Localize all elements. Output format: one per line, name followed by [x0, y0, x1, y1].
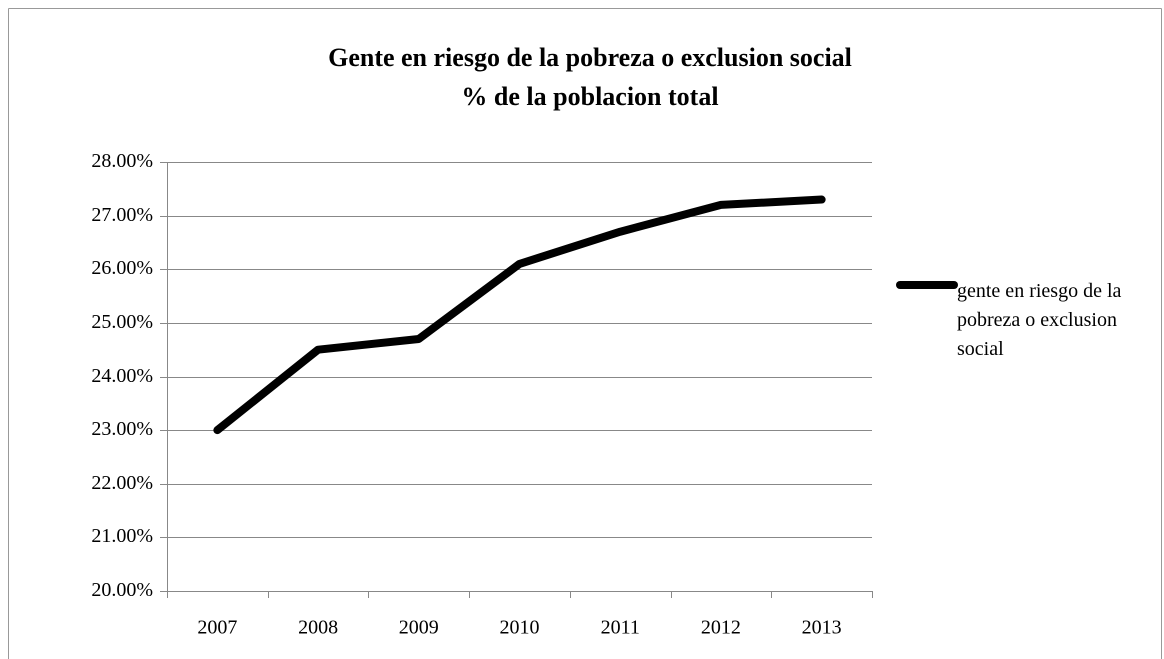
x-tick-label: 2007 — [197, 617, 237, 639]
y-tick-label: 28.00% — [91, 150, 153, 172]
chart-subtitle: % de la poblacion total — [461, 82, 718, 111]
data-line — [213, 195, 826, 435]
y-tick-label: 25.00% — [91, 311, 153, 333]
y-tick-label: 21.00% — [91, 525, 153, 547]
x-tick-label: 2013 — [802, 617, 842, 639]
x-tick-label: 2010 — [500, 617, 540, 639]
y-tick-label: 24.00% — [91, 365, 153, 387]
x-tick-label: 2012 — [701, 617, 741, 639]
x-tick-label: 2009 — [399, 617, 439, 639]
y-tick-label: 20.00% — [91, 579, 153, 601]
y-tick-label: 22.00% — [91, 472, 153, 494]
y-tick-label: 23.00% — [91, 418, 153, 440]
x-tick-label: 2008 — [298, 617, 338, 639]
y-tick-label: 26.00% — [91, 257, 153, 279]
chart-title: Gente en riesgo de la pobreza o exclusio… — [328, 43, 852, 72]
legend-label: gente en riesgo de la pobreza o exclusio… — [957, 280, 1122, 360]
x-tick-label: 2011 — [601, 617, 640, 639]
y-tick-label: 27.00% — [91, 204, 153, 226]
